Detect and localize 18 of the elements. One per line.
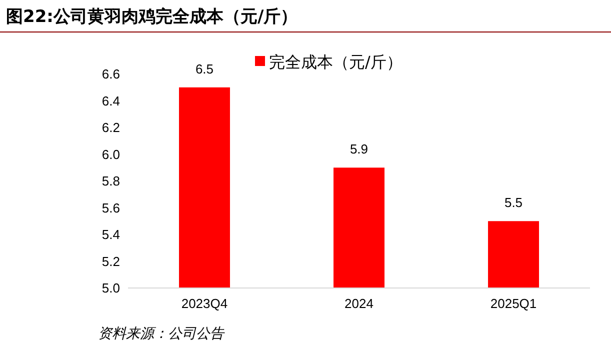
data-label: 5.5 <box>504 195 523 210</box>
chart-title: 图22:公司黄羽肉鸡完全成本（元/斤） <box>6 7 298 27</box>
data-label: 6.5 <box>195 61 214 76</box>
x-tick-label: 2023Q4 <box>181 296 228 311</box>
y-tick-label: 6.6 <box>102 66 120 82</box>
y-tick-label: 5.8 <box>102 174 120 189</box>
y-tick-label: 6.2 <box>102 120 120 136</box>
y-tick-label: 6.4 <box>102 93 120 108</box>
y-tick-label: 6.0 <box>102 146 120 162</box>
y-tick-label: 5.0 <box>102 280 120 296</box>
y-tick-label: 5.2 <box>102 254 120 269</box>
y-tick-label: 5.4 <box>102 227 120 242</box>
text: 资料来源：公司公告 <box>98 326 225 342</box>
legend-label: 完全成本（元/斤） <box>269 52 402 72</box>
x-tick-label: 2024 <box>344 296 374 311</box>
y-tick-label: 5.6 <box>102 200 120 216</box>
x-tick-label: 2025Q1 <box>490 296 537 311</box>
data-label: 5.9 <box>350 142 368 157</box>
